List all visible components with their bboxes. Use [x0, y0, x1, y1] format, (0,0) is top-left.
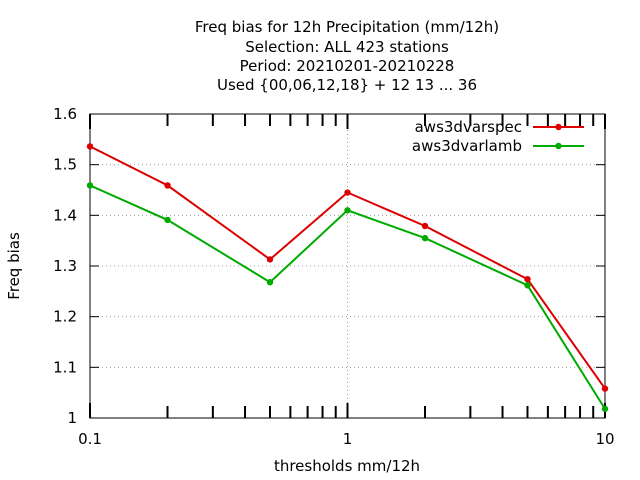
title-line-4: Used {00,06,12,18} + 12 13 ... 36 [217, 76, 477, 94]
series [86, 143, 609, 413]
x-tick-label: 1 [343, 430, 353, 448]
y-tick-label: 1 [67, 409, 77, 427]
data-point [601, 385, 609, 392]
title-line-2: Selection: ALL 423 stations [245, 38, 449, 56]
x-tick-label: 10 [595, 430, 614, 448]
data-point [86, 182, 94, 189]
plot-frame [89, 113, 606, 419]
data-point [524, 275, 531, 283]
data-point [266, 279, 274, 286]
y-tick-labels: 1 1.1 1.2 1.3 1.4 1.5 1.6 [53, 105, 77, 427]
data-point [164, 216, 171, 224]
data-point [164, 182, 171, 189]
legend-label: aws3dvarlamb [412, 137, 522, 155]
x-tick-labels: 0.1 1 10 [78, 430, 614, 448]
y-tick-label: 1.1 [53, 358, 77, 376]
legend-marker [555, 142, 562, 150]
x-axis-label: thresholds mm/12h [274, 457, 420, 475]
y-axis-label: Freq bias [5, 232, 23, 300]
legend-marker [555, 123, 562, 131]
y-tick-label: 1.4 [53, 206, 77, 224]
y-tick-label: 1.6 [53, 105, 77, 123]
grid [90, 114, 605, 418]
data-point [421, 234, 429, 242]
data-point [524, 282, 531, 289]
x-tick-label: 0.1 [78, 430, 102, 448]
data-point [266, 256, 274, 263]
data-point [344, 207, 351, 214]
data-point [86, 143, 94, 150]
title-line-1: Freq bias for 12h Precipitation (mm/12h) [195, 18, 499, 36]
data-point [421, 222, 429, 230]
y-tick-label: 1.5 [53, 156, 77, 174]
data-point [344, 189, 351, 196]
y-tick-label: 1.3 [53, 257, 77, 275]
data-point [601, 405, 609, 413]
y-tick-label: 1.2 [53, 308, 77, 326]
chart-title: Freq bias for 12h Precipitation (mm/12h)… [195, 18, 499, 94]
legend-label: aws3dvarspec [415, 118, 522, 136]
title-line-3: Period: 20210201-20210228 [240, 57, 455, 75]
